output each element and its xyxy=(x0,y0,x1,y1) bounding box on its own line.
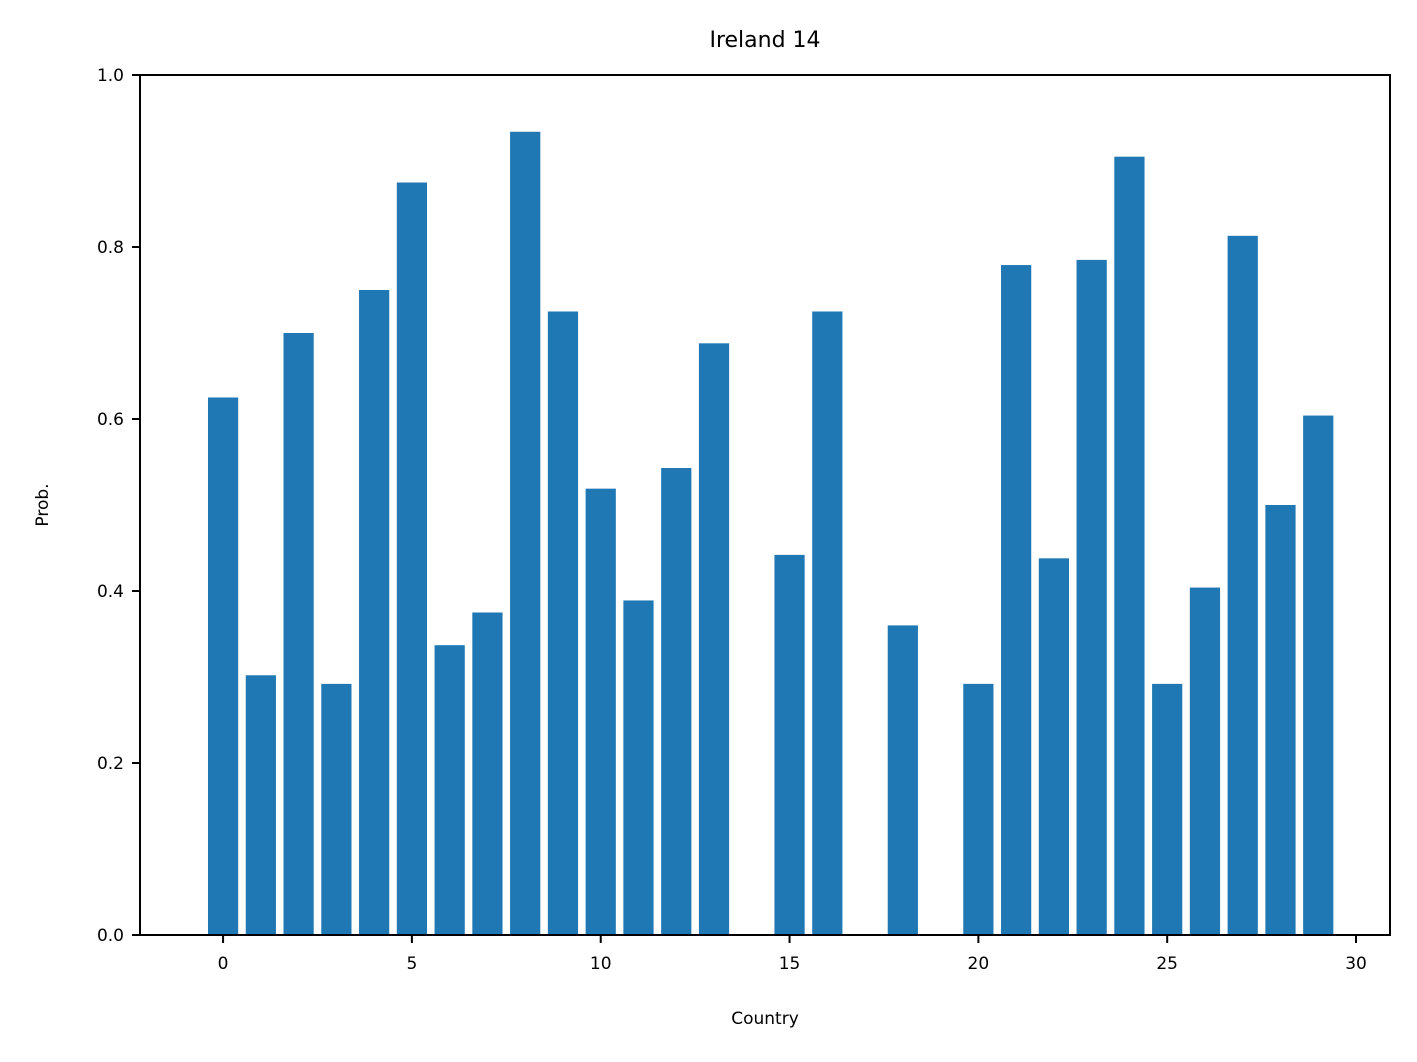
x-tick-label: 10 xyxy=(590,954,612,974)
bar-20 xyxy=(963,683,994,935)
bar-27 xyxy=(1227,235,1258,935)
bar-1 xyxy=(245,675,276,935)
bar-5 xyxy=(396,182,428,935)
y-tick-label: 0.4 xyxy=(97,582,124,602)
bar-16 xyxy=(812,311,843,935)
bar-3 xyxy=(321,683,352,935)
bar-9 xyxy=(547,311,579,935)
x-axis-label: Country xyxy=(731,1009,799,1029)
x-tick-label: 5 xyxy=(406,954,417,974)
x-tick-label: 30 xyxy=(1345,954,1367,974)
bar-22 xyxy=(1038,558,1069,935)
bar-4 xyxy=(359,290,390,935)
bar-11 xyxy=(623,600,654,935)
bar-26 xyxy=(1189,587,1221,935)
x-tick-label: 0 xyxy=(218,954,229,974)
bar-13 xyxy=(698,343,730,935)
y-tick-label: 1.0 xyxy=(97,66,124,86)
x-tick-label: 15 xyxy=(779,954,801,974)
y-axis-label: Prob. xyxy=(33,483,53,526)
bar-8 xyxy=(510,131,541,935)
bar-10 xyxy=(585,488,616,935)
bar-29 xyxy=(1303,415,1334,935)
y-axis: 0.0 0.2 0.4 0.6 0.8 1.0 xyxy=(97,66,140,946)
bar-2 xyxy=(283,333,314,935)
bars-layer xyxy=(207,131,1334,935)
bar-0 xyxy=(207,397,239,935)
bar-15 xyxy=(774,554,805,935)
chart-title: Ireland 14 xyxy=(709,28,821,53)
bar-12 xyxy=(661,468,692,935)
bar-23 xyxy=(1076,259,1107,935)
bar-28 xyxy=(1265,505,1296,935)
x-axis: 0 5 10 15 20 25 30 xyxy=(218,935,1367,974)
y-tick-label: 0.8 xyxy=(97,238,124,258)
y-tick-label: 0.6 xyxy=(97,410,124,430)
y-tick-label: 0.0 xyxy=(97,926,124,946)
bar-6 xyxy=(434,645,465,935)
x-tick-label: 25 xyxy=(1156,954,1178,974)
x-tick-label: 20 xyxy=(968,954,990,974)
bar-24 xyxy=(1114,156,1145,935)
y-tick-label: 0.2 xyxy=(97,754,124,774)
bar-7 xyxy=(472,612,503,935)
bar-25 xyxy=(1152,683,1183,935)
bar-21 xyxy=(1001,265,1032,935)
bar-18 xyxy=(887,625,918,935)
plot-frame xyxy=(139,74,1391,936)
